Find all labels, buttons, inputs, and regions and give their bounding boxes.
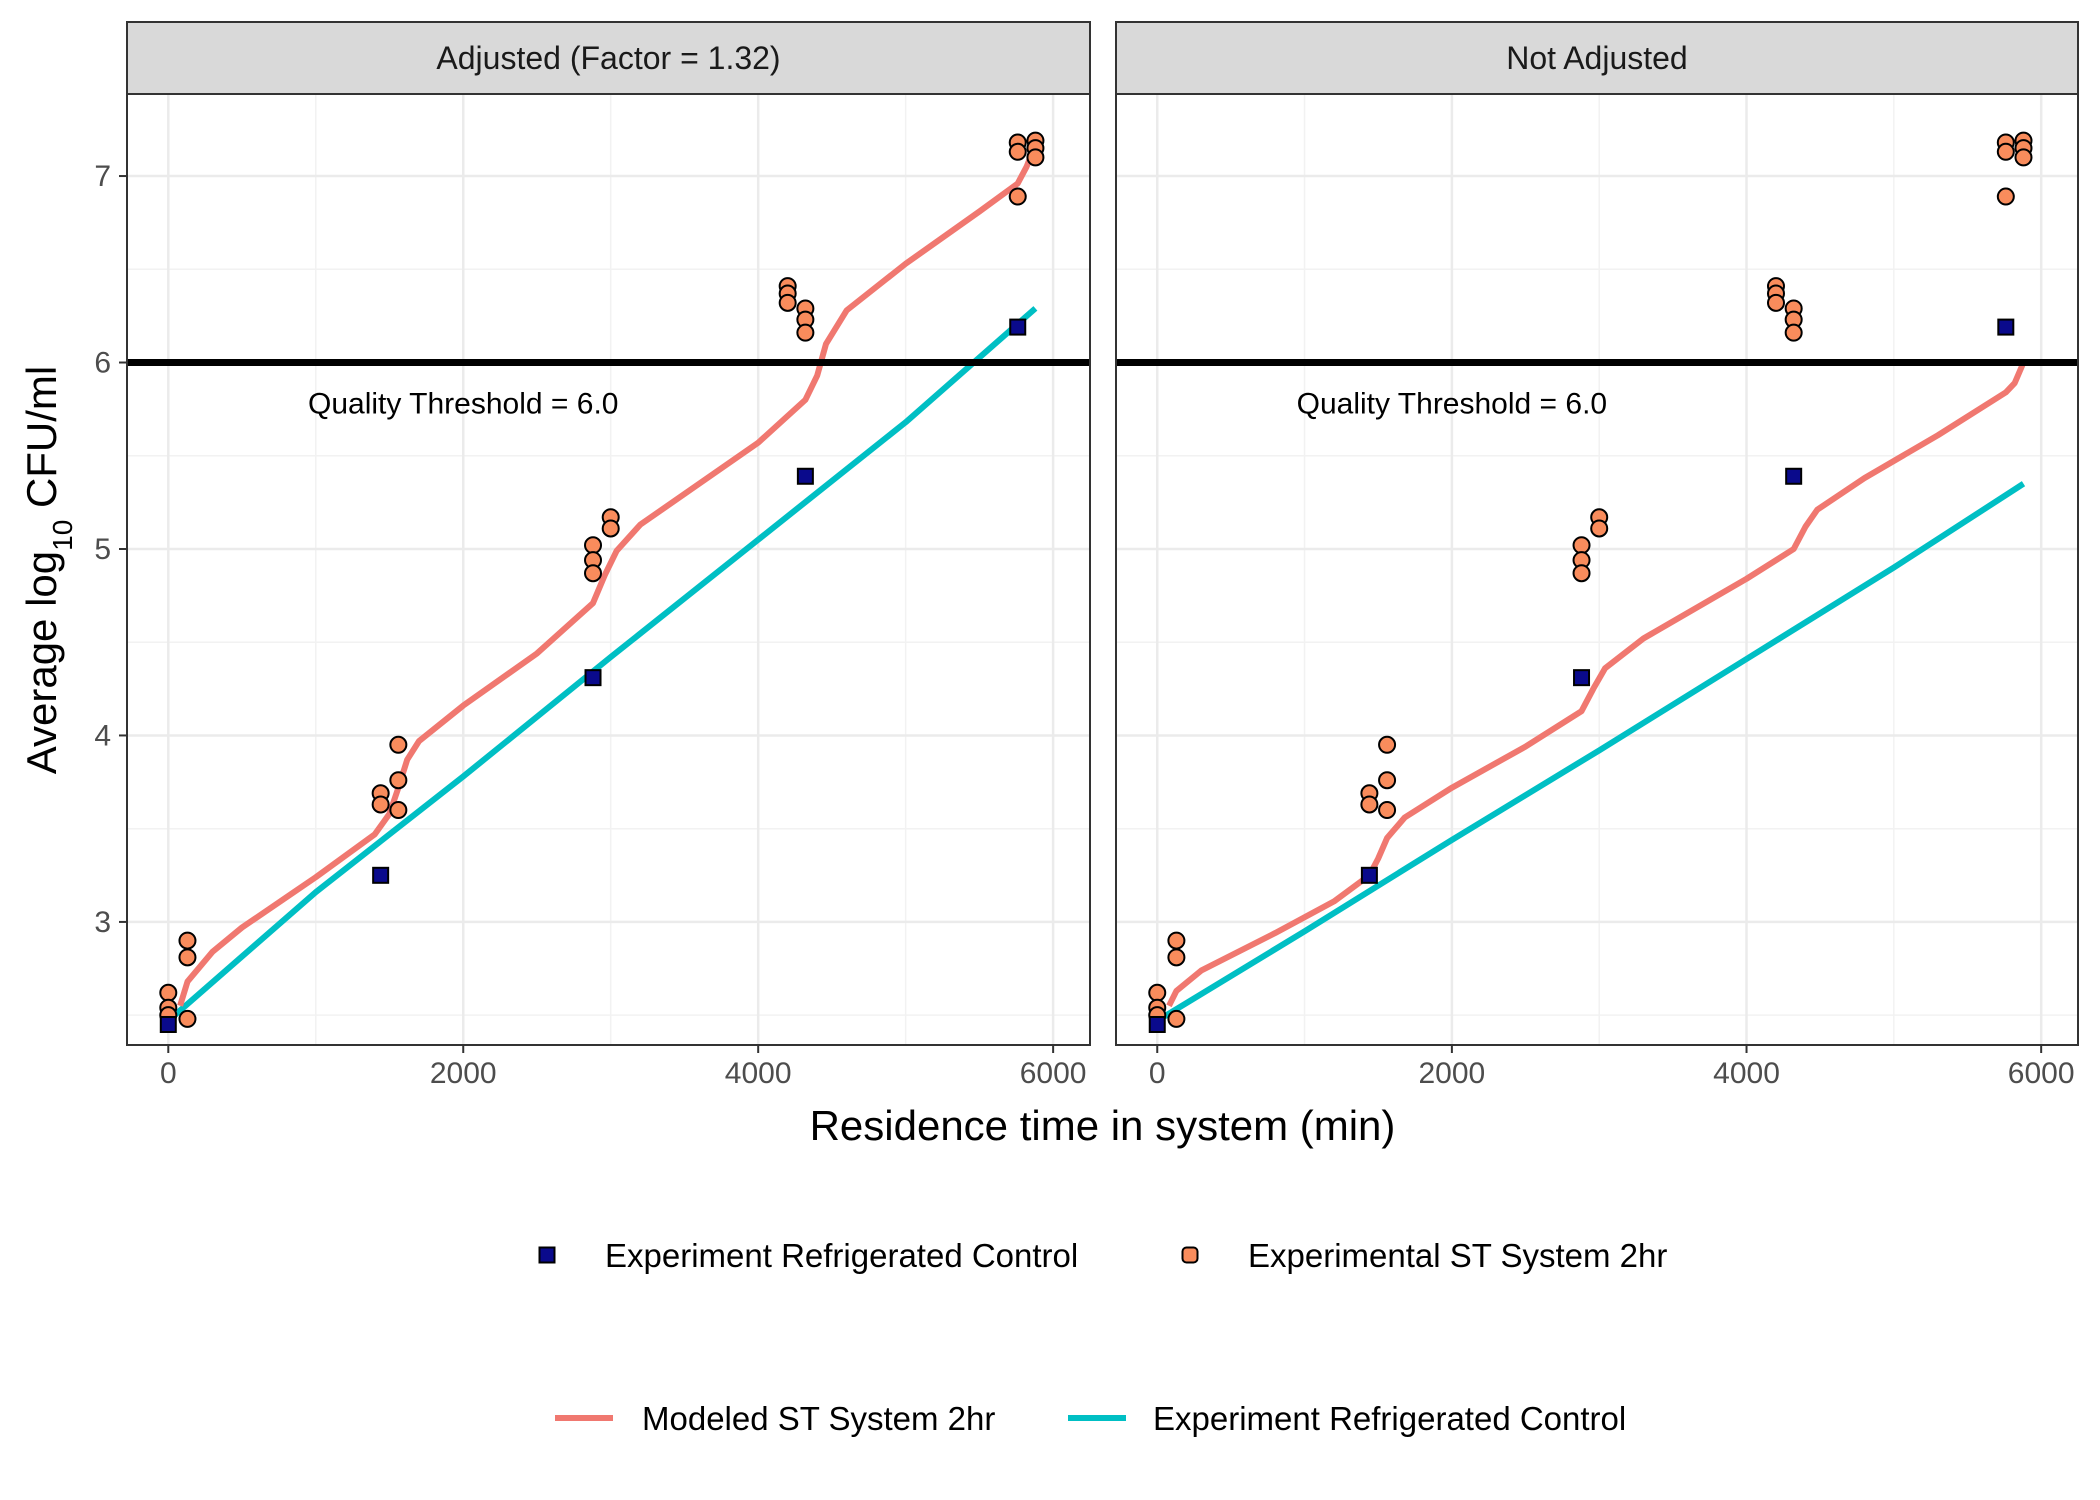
st-point [1148, 983, 1167, 1002]
x-tick-label: 0 [1149, 1057, 1166, 1090]
st-point [1026, 148, 1045, 167]
st-point [1008, 142, 1027, 161]
x-tick-label: 0 [160, 1057, 177, 1090]
legend-label: Modeled ST System 2hr [642, 1400, 995, 1437]
panel-adjusted: Adjusted (Factor = 1.32) Quality Threshol… [94, 21, 1091, 1090]
x-tick-label: 2000 [1419, 1057, 1486, 1090]
y-tick-label: 5 [94, 533, 111, 566]
st-point [2014, 148, 2033, 167]
x-tick-label: 4000 [725, 1057, 792, 1090]
st-point [178, 948, 197, 967]
st-point [796, 323, 815, 342]
threshold-label: Quality Threshold = 6.0 [1297, 388, 1607, 421]
st-point [1378, 735, 1397, 754]
st-point [1378, 801, 1397, 820]
legend: Experiment Refrigerated Control Experimen… [538, 1237, 1667, 1437]
st-point [159, 983, 178, 1002]
modeled-line [1166, 361, 2027, 1008]
y-axis-title: Average log10 CFU/ml [18, 366, 78, 775]
legend-label: Experiment Refrigerated Control [605, 1237, 1078, 1274]
legend-key-control-point [538, 1246, 556, 1264]
strip-background [1115, 21, 2079, 95]
y-tick-label: 3 [94, 906, 111, 939]
x-tick-label: 6000 [1020, 1057, 1087, 1090]
strip-label: Not Adjusted [1506, 40, 1687, 76]
control-point [1997, 318, 2015, 336]
control-point [584, 669, 602, 687]
st-point [1167, 948, 1186, 967]
st-point [601, 519, 620, 538]
st-point [389, 735, 408, 754]
st-point [584, 564, 603, 583]
st-point [1784, 323, 1803, 342]
st-point [1167, 1009, 1186, 1028]
legend-label: Experimental ST System 2hr [1248, 1237, 1667, 1274]
threshold-label: Quality Threshold = 6.0 [308, 388, 618, 421]
y-tick-label: 7 [94, 160, 111, 193]
control-point [159, 1015, 177, 1033]
control-point [796, 467, 814, 485]
x-tick-label: 6000 [2008, 1057, 2075, 1090]
st-point [389, 801, 408, 820]
control-point [1009, 318, 1027, 336]
st-point [584, 536, 603, 555]
control-point [372, 866, 390, 884]
x-tick-label: 4000 [1713, 1057, 1780, 1090]
modeled-line [177, 143, 1039, 1007]
st-point [178, 1009, 197, 1028]
x-axis-title: Residence time in system (min) [810, 1102, 1396, 1149]
control-point [1573, 669, 1591, 687]
st-point [389, 771, 408, 790]
st-point [1572, 536, 1591, 555]
st-point [1360, 795, 1379, 814]
panel-background [1116, 94, 2078, 1045]
control-line [1155, 481, 2026, 1024]
control-line [166, 306, 1038, 1024]
strip-background [126, 21, 1091, 95]
st-point [778, 293, 797, 312]
st-point [1766, 293, 1785, 312]
panel-border [1115, 93, 2079, 1046]
st-point [1996, 187, 2015, 206]
y-tick-label: 6 [94, 347, 111, 380]
st-point [1378, 771, 1397, 790]
legend-key-st-point [1181, 1246, 1199, 1264]
legend-label: Experiment Refrigerated Control [1153, 1400, 1626, 1437]
control-point [1360, 866, 1378, 884]
control-point [1148, 1015, 1166, 1033]
st-point [1167, 931, 1186, 950]
strip-label: Adjusted (Factor = 1.32) [436, 40, 780, 76]
x-tick-label: 2000 [430, 1057, 497, 1090]
control-point [1785, 467, 1803, 485]
st-point [1572, 564, 1591, 583]
y-tick-label: 4 [94, 719, 111, 752]
st-point [1008, 187, 1027, 206]
st-point [178, 931, 197, 950]
panel-border [126, 93, 1091, 1046]
st-point [1996, 142, 2015, 161]
panel-not-adjusted: Not Adjusted Quality Threshold = 6.0 0 2000… [1115, 21, 2079, 1090]
st-point [371, 795, 390, 814]
st-point [1590, 519, 1609, 538]
